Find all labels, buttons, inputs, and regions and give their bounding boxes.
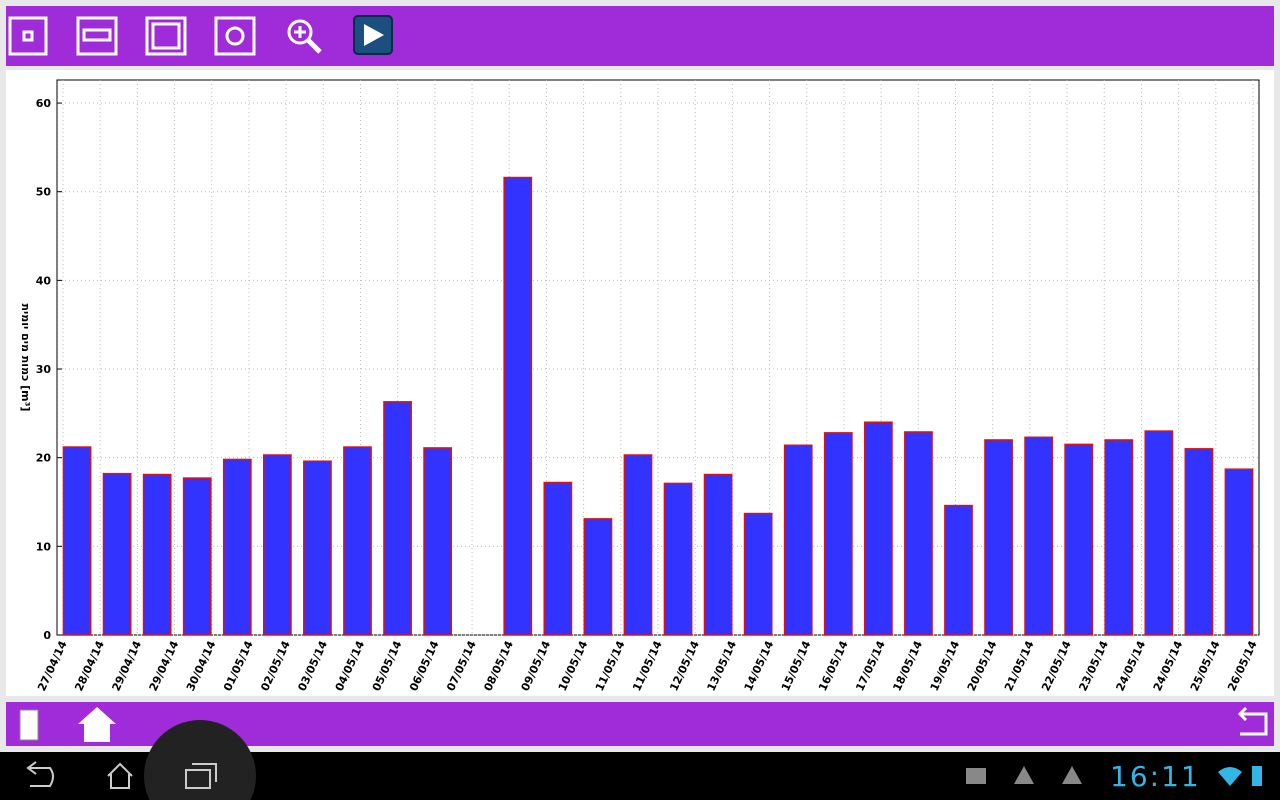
zoom-full-button[interactable]	[145, 16, 187, 56]
bar	[543, 481, 573, 636]
bar	[1104, 439, 1134, 636]
nav-recents[interactable]	[185, 763, 217, 789]
bar	[1184, 448, 1214, 636]
nav-home[interactable]	[107, 762, 133, 789]
bar	[1224, 468, 1254, 636]
play-button[interactable]	[353, 15, 393, 55]
bar	[423, 447, 453, 636]
magnify-button[interactable]	[287, 19, 322, 54]
bar	[743, 512, 773, 636]
bar	[262, 454, 292, 636]
bar	[1024, 436, 1054, 636]
y-tick-label: 50	[36, 186, 52, 199]
y-tick-label: 0	[43, 629, 51, 642]
bar	[663, 482, 693, 636]
bar	[222, 458, 252, 636]
nav-highlight	[144, 720, 256, 804]
bar	[62, 446, 92, 636]
back-app-button[interactable]	[1237, 706, 1268, 736]
bar	[1064, 443, 1094, 636]
bar	[182, 477, 212, 636]
y-tick-label: 30	[36, 363, 52, 376]
top-toolbar	[6, 6, 1274, 66]
bar	[583, 518, 613, 636]
zoom-wide-button[interactable]	[76, 16, 118, 56]
bar	[1144, 430, 1174, 636]
status-icons	[966, 766, 1262, 786]
bar	[303, 460, 332, 636]
zoom-circle-button[interactable]	[214, 16, 256, 56]
y-tick-label: 60	[36, 97, 52, 110]
bar	[944, 504, 973, 636]
bar	[343, 446, 372, 636]
bar	[102, 472, 132, 636]
bar	[383, 401, 412, 636]
bar	[863, 421, 893, 636]
bar	[823, 432, 853, 636]
y-tick-label: 20	[36, 452, 52, 465]
nav-back[interactable]	[26, 761, 54, 787]
bar	[142, 473, 172, 636]
exit-button[interactable]	[19, 709, 39, 741]
bar	[783, 444, 813, 636]
bar	[703, 473, 733, 636]
y-tick-label: 10	[36, 540, 52, 553]
home-button[interactable]	[78, 707, 116, 742]
bar	[503, 176, 533, 636]
zoom-small-button[interactable]	[8, 16, 48, 56]
bar	[623, 454, 653, 636]
clock: 16:11	[1110, 760, 1201, 793]
bar	[984, 439, 1013, 636]
y-axis-label: כמות מים יומית [m³]	[19, 304, 32, 412]
bar	[904, 431, 933, 636]
y-tick-label: 40	[36, 274, 52, 287]
